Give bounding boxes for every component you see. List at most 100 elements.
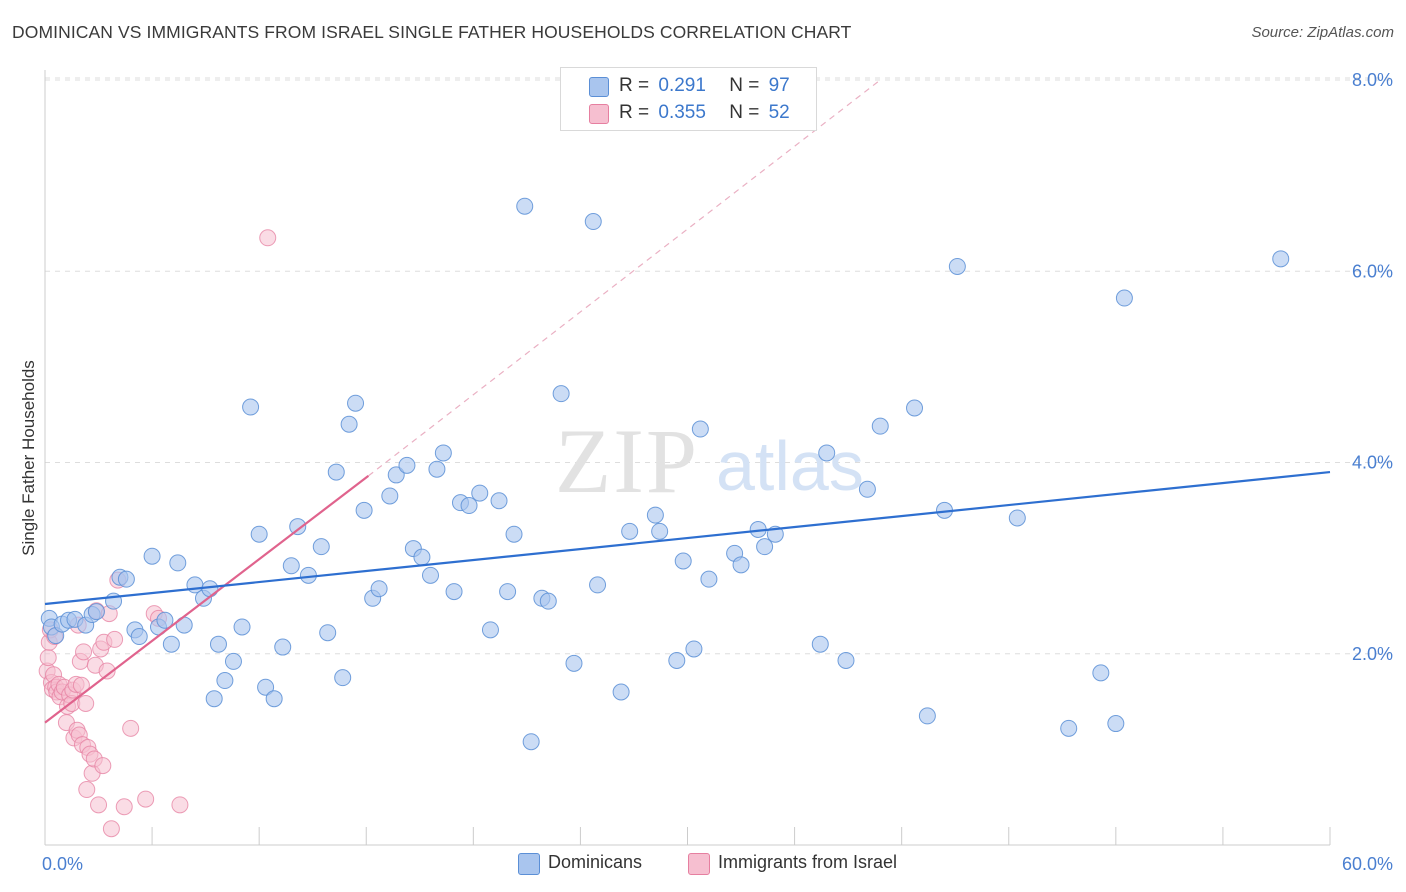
data-point-dominicans — [460, 497, 478, 515]
y-axis-tick-labels: 2.0% 4.0% 6.0% 8.0% — [1352, 70, 1393, 664]
data-point-dominicans — [169, 554, 187, 572]
data-point-dominicans — [499, 583, 517, 601]
data-point-dominicans — [1272, 250, 1290, 268]
data-point-dominicans — [837, 651, 855, 669]
data-point-dominicans — [370, 580, 388, 598]
series-israel-points — [38, 229, 277, 838]
watermark-atlas: atlas — [716, 427, 864, 505]
data-point-israel — [115, 798, 133, 816]
y-tick-label: 4.0% — [1352, 453, 1393, 473]
data-point-dominicans — [87, 603, 105, 621]
series-dominicans-points — [40, 197, 1290, 751]
data-point-israel — [78, 781, 96, 799]
bottom-legend-israel: Immigrants from Israel — [718, 852, 898, 872]
y-tick-label: 6.0% — [1352, 261, 1393, 281]
watermark-zip: ZIP — [555, 410, 699, 512]
watermark: ZIP atlas — [555, 410, 864, 512]
trend-lines — [44, 79, 1331, 724]
data-point-dominicans — [233, 618, 251, 636]
data-point-dominicans — [948, 257, 966, 275]
data-point-dominicans — [282, 557, 300, 575]
legend-swatch-israel — [589, 104, 609, 124]
data-point-dominicans — [265, 690, 283, 708]
data-point-israel — [137, 790, 155, 808]
data-point-dominicans — [428, 460, 446, 478]
data-point-dominicans — [674, 552, 692, 570]
data-point-dominicans — [589, 576, 607, 594]
data-point-dominicans — [327, 463, 345, 481]
legend-n-label: N = — [729, 75, 760, 96]
data-point-dominicans — [612, 683, 630, 701]
data-point-dominicans — [516, 197, 534, 215]
data-point-dominicans — [1060, 719, 1078, 737]
data-point-dominicans — [685, 640, 703, 658]
data-point-dominicans — [434, 444, 452, 462]
data-point-dominicans — [1008, 509, 1026, 527]
data-point-israel — [75, 643, 93, 661]
legend-swatch-dominicans — [589, 77, 609, 97]
data-point-dominicans — [340, 415, 358, 433]
data-point-dominicans — [646, 506, 664, 524]
data-point-dominicans — [156, 611, 174, 629]
data-point-israel — [77, 694, 95, 712]
data-point-dominicans — [257, 678, 275, 696]
legend-row-israel: R = 0.355 N = 52 — [619, 102, 790, 126]
bottom-legend-swatch-israel — [688, 853, 710, 875]
chart-source: Source: ZipAtlas.com — [1251, 24, 1394, 41]
data-point-dominicans — [691, 420, 709, 438]
data-point-israel — [171, 796, 189, 814]
data-point-dominicans — [117, 570, 135, 588]
data-point-dominicans — [205, 690, 223, 708]
data-point-dominicans — [250, 525, 268, 543]
data-point-israel — [39, 649, 57, 667]
data-point-israel — [98, 662, 116, 680]
bottom-legend-dominicans: Dominicans — [548, 852, 643, 872]
data-point-dominicans — [871, 417, 889, 435]
trend-line-israel — [44, 475, 370, 724]
data-point-israel — [106, 630, 124, 648]
chart-title: DOMINICAN VS IMMIGRANTS FROM ISRAEL SING… — [12, 22, 852, 42]
correlation-legend: R = 0.291 N = 97 R = 0.355 N = 52 — [560, 67, 817, 131]
data-point-dominicans — [445, 583, 463, 601]
data-point-dominicans — [818, 444, 836, 462]
data-point-dominicans — [162, 635, 180, 653]
data-point-dominicans — [565, 654, 583, 672]
data-point-dominicans — [858, 480, 876, 498]
x-tick-label-max: 60.0% — [1342, 854, 1393, 874]
legend-r-value: 0.355 — [658, 102, 706, 123]
data-point-dominicans — [1107, 715, 1125, 733]
data-point-dominicans — [481, 621, 499, 639]
data-point-israel — [102, 820, 120, 838]
data-point-dominicans — [811, 635, 829, 653]
data-point-dominicans — [224, 652, 242, 670]
legend-r-value: 0.291 — [658, 75, 706, 96]
data-point-dominicans — [398, 456, 416, 474]
data-point-dominicans — [621, 522, 639, 540]
y-tick-label: 8.0% — [1352, 70, 1393, 90]
data-point-dominicans — [668, 651, 686, 669]
data-point-dominicans — [422, 566, 439, 584]
x-axis-ticks — [44, 827, 1331, 845]
data-point-dominicans — [216, 672, 234, 690]
legend-row-dominicans: R = 0.291 N = 97 — [619, 75, 790, 99]
y-axis-label: Single Father Households — [19, 360, 38, 556]
data-point-dominicans — [505, 525, 523, 543]
data-point-dominicans — [471, 484, 489, 502]
trend-line-israel-extension — [368, 79, 881, 477]
data-point-dominicans — [381, 487, 399, 505]
data-point-dominicans — [355, 501, 373, 519]
legend-n-value: 52 — [768, 102, 790, 123]
data-point-dominicans — [289, 518, 307, 536]
data-point-israel — [122, 719, 140, 737]
data-point-dominicans — [413, 548, 431, 566]
data-point-dominicans — [918, 707, 936, 725]
data-point-dominicans — [651, 522, 669, 540]
legend-r-label: R = — [619, 75, 650, 96]
data-point-dominicans — [539, 592, 557, 610]
data-point-dominicans — [319, 624, 337, 642]
data-point-dominicans — [522, 733, 540, 751]
data-point-israel — [72, 676, 90, 694]
legend-n-label: N = — [729, 102, 760, 123]
data-point-dominicans — [347, 394, 365, 412]
